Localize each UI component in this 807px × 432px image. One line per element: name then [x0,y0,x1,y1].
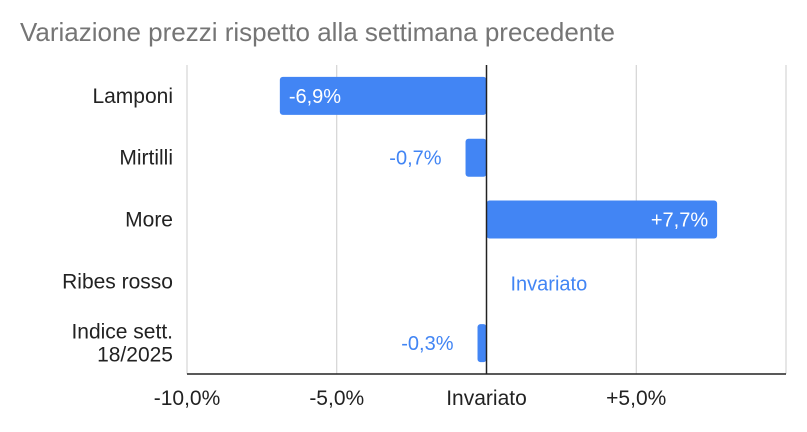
bar [477,324,487,363]
x-tick-label: Invariato [446,387,527,410]
category-label-line: More [125,209,173,232]
category-label: Indice sett. 18/2025 [71,321,173,367]
category-labels: Lamponi Mirtilli More Ribes rosso Indice set… [62,85,173,367]
data-label: -0,3% [401,333,453,355]
category-label-line: Lamponi [92,85,173,108]
category-label: Ribes rosso [62,270,173,293]
bar [279,76,487,115]
category-label-line: Ribes rosso [62,270,173,293]
category-label-line: Indice sett. [71,321,173,344]
data-label: -6,9% [289,86,341,108]
category-label-line: 18/2025 [97,344,173,367]
x-tick-label: -5,0% [309,387,364,410]
category-label: Lamponi [92,85,173,108]
data-label: +7,7% [651,210,708,232]
x-tick-label: -10,0% [154,387,221,410]
bar [465,138,487,177]
axes [187,65,786,375]
data-labels: -6,9% -0,7% +7,7% Invariato -0,3% [289,86,708,355]
category-label-line: Mirtilli [119,147,173,170]
x-tick-labels: -10,0% -5,0% Invariato +5,0% [154,387,667,410]
category-label: Mirtilli [119,147,173,170]
chart-title: Variazione prezzi rispetto alla settiman… [20,17,615,47]
x-tick-label: +5,0% [606,387,666,410]
bar [486,200,718,239]
data-label: -0,7% [389,148,441,170]
data-label: Invariato [511,273,588,295]
bars [279,76,718,363]
category-label: More [125,209,173,232]
